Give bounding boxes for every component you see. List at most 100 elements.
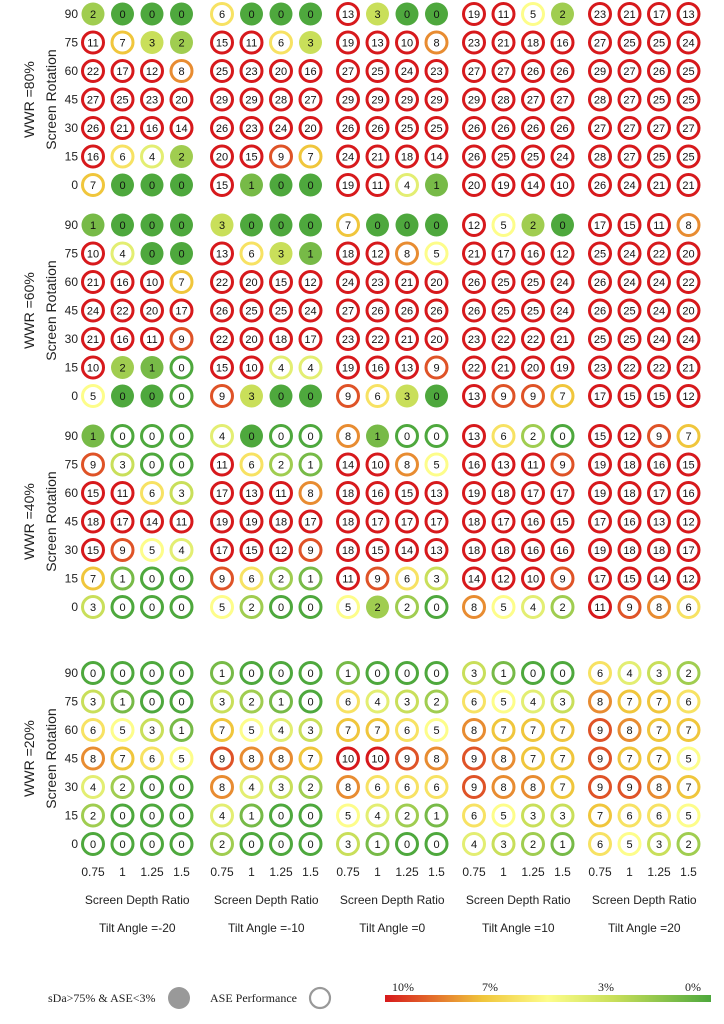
bubble [210,452,234,477]
bubble [366,213,389,237]
bubble-value: 26 [430,306,442,318]
bubble-value: 0 [178,460,184,472]
bubble [521,173,545,197]
bubble-value: 8 [433,38,439,50]
bubble-value: 11 [342,574,353,586]
bubble [424,270,449,294]
bubble [617,424,642,448]
bubble-value: 6 [404,725,410,737]
bubble-value: 0 [119,668,125,680]
bubble [676,509,701,534]
bubble-value: 0 [149,811,155,823]
bubble-value: 13 [430,545,442,557]
bubble [462,538,486,562]
bubble [588,689,612,714]
bubble-value: 24 [401,66,413,78]
bubble-value: 2 [530,431,536,443]
bubble [210,30,234,55]
bubble-value: 0 [248,668,254,680]
bubble [298,298,323,323]
bubble [521,718,545,742]
bubble [170,2,193,26]
bubble-value: 1 [345,668,351,680]
bubble-value: 6 [656,811,662,823]
y-tick-label: 15 [65,150,79,164]
bubble-value: 2 [404,811,410,823]
bubble [676,241,701,266]
bubble [550,452,575,477]
bubble [521,481,545,505]
bubble [336,213,360,237]
tilt-label: Tilt Angle =-20 [99,921,176,935]
bubble-value: 29 [430,95,442,107]
bubble [111,213,134,237]
bubble-value: 14 [468,574,480,586]
bubble [210,661,234,685]
bubble [424,298,449,323]
bubble-value: 26 [401,306,413,318]
bubble [647,298,671,323]
bubble [551,2,574,26]
bubble [647,424,671,448]
bubble [140,661,164,685]
bubble-value: 7 [500,725,506,737]
x-axis-label: Screen Depth Ratio [85,893,190,907]
bubble [239,116,264,140]
bubble [424,452,449,477]
bubble-value: 20 [430,334,442,346]
bubble-value: 2 [374,602,380,614]
bubble-value: 19 [342,363,354,375]
panel-4-3: 1 0 0 06 4 3 27 7 6 510 10 9 88 6 6 65 4 2 13 1 0 0 [336,661,449,856]
bubble [521,2,545,26]
bubble [110,509,135,534]
bubble [491,689,516,714]
bubble-value: 0 [404,9,410,21]
bubble-value: 7 [626,697,632,709]
bubble [550,595,575,619]
bubble [210,718,234,742]
bubble-value: 1 [248,811,254,823]
bubble-value: 4 [248,782,254,794]
bubble [395,327,419,351]
bubble-value: 0 [149,249,155,261]
bubble [336,2,360,26]
bubble [365,661,390,685]
bubble [210,509,234,534]
bubble-value: 10 [146,277,158,289]
bubble-value: 7 [178,277,184,289]
bubble-value: 8 [626,725,632,737]
bubble-value: 14 [653,574,665,586]
bubble [462,689,486,714]
bubble [169,116,194,140]
bubble-value: 9 [471,782,477,794]
bubble [269,30,293,55]
bubble [617,803,642,828]
bubble-value: 0 [149,391,155,403]
bubble [336,746,360,771]
bubble-value: 5 [500,220,506,232]
bubble [210,803,234,828]
bubble [210,298,234,323]
bubble-value: 0 [149,668,155,680]
y-tick-label: 0 [71,389,78,403]
bubble-value: 21 [682,180,694,192]
bubble-value: 24 [275,123,287,135]
bubble [395,595,419,619]
bubble-value: 0 [559,668,565,680]
bubble-value: 8 [345,782,351,794]
bubble-value: 17 [527,488,539,500]
bubble-value: 17 [304,334,316,346]
bubble-value: 4 [530,697,536,709]
bubble-value: 5 [433,249,439,261]
bubble-value: 15 [623,574,635,586]
bubble-value: 15 [245,545,257,557]
bubble [336,452,360,477]
bubble-value: 18 [275,517,287,529]
bubble-value: 27 [594,38,606,50]
bubble [588,452,612,477]
bubble [462,661,486,685]
bubble-value: 1 [90,431,96,443]
bubble-value: 7 [119,754,125,766]
bubble [169,538,194,562]
